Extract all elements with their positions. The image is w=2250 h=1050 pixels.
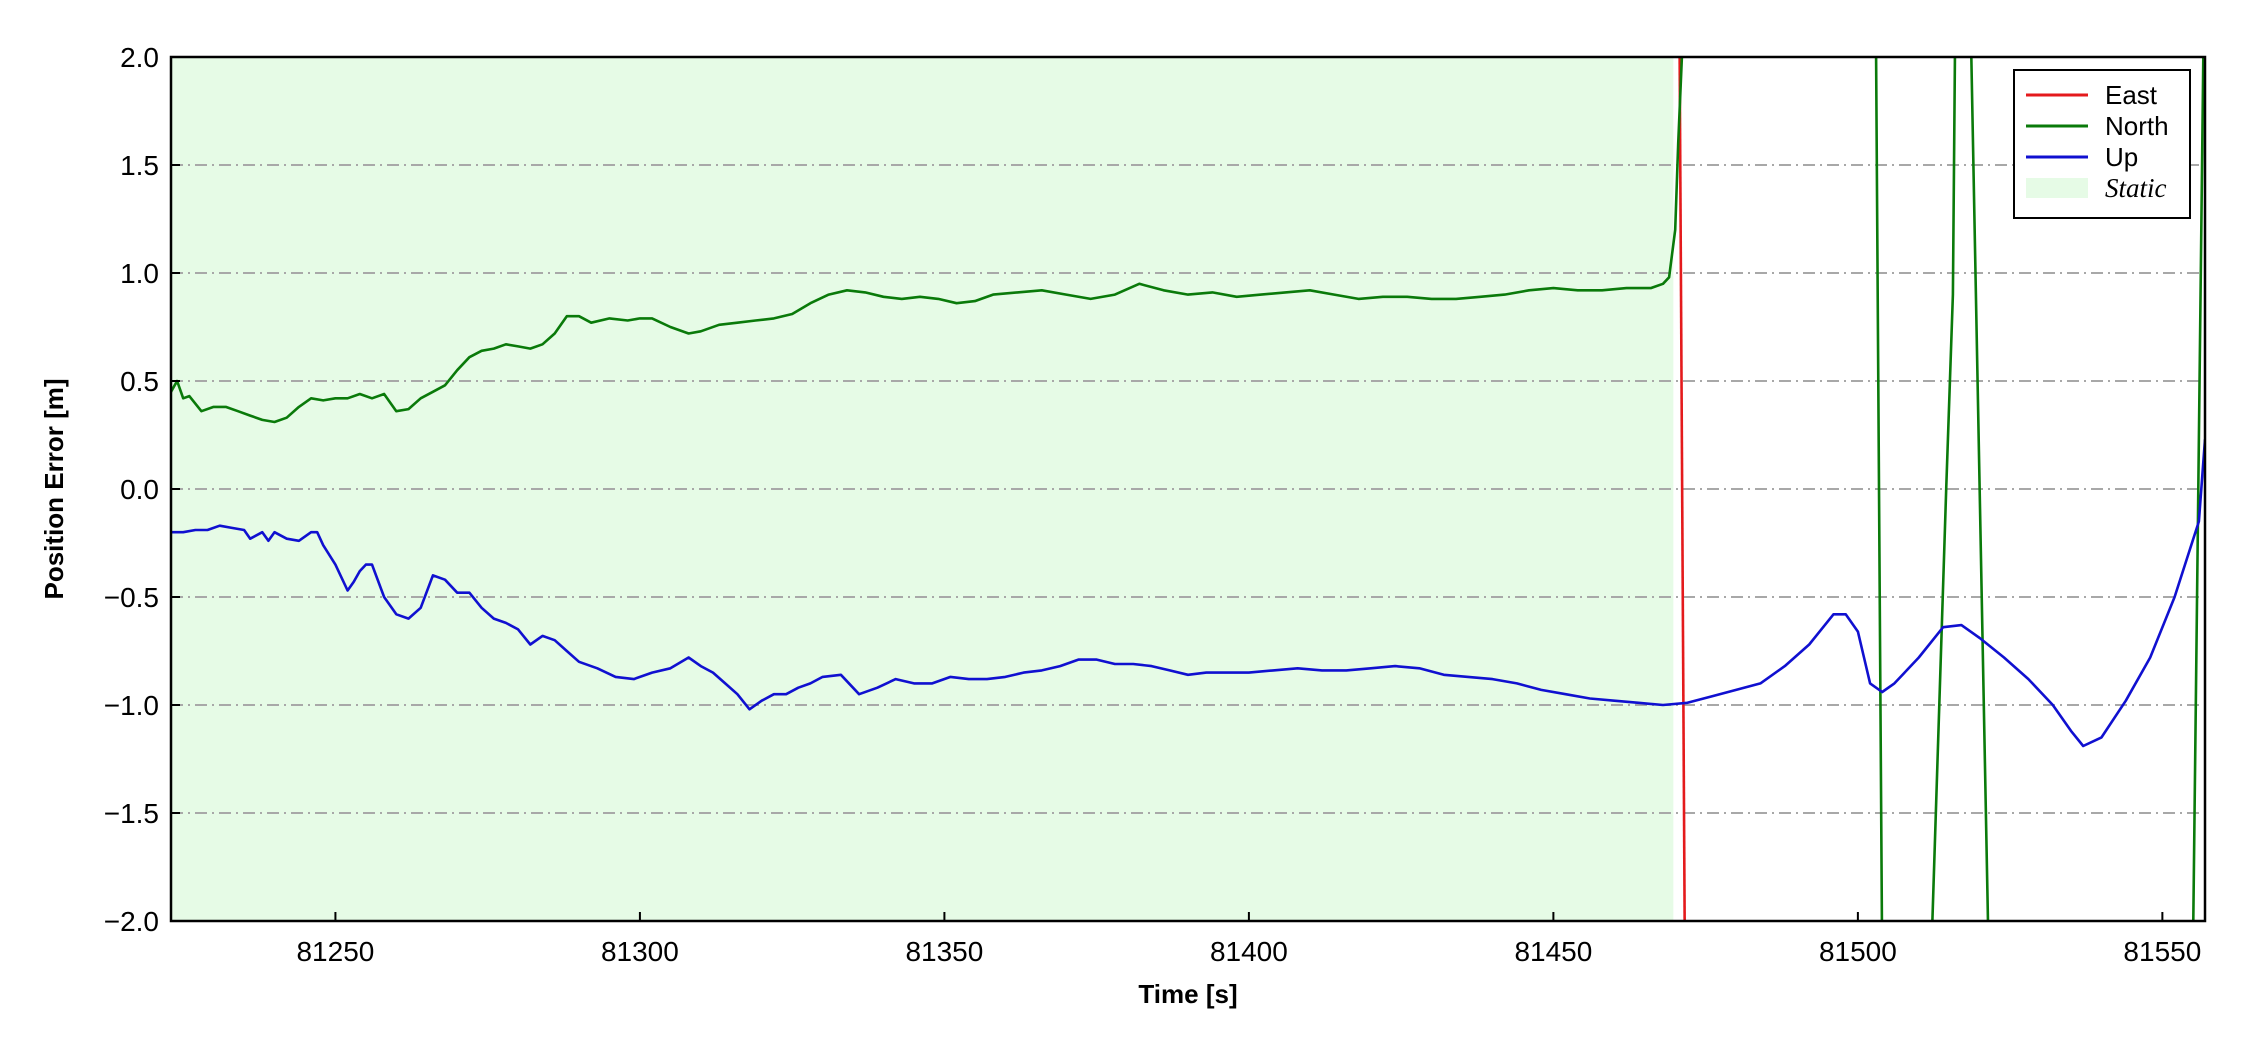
x-tick-label: 81400	[1210, 936, 1288, 967]
legend-label-static: Static	[2105, 173, 2167, 203]
grid-lines	[171, 164, 2205, 814]
series-line-up	[171, 439, 2205, 748]
x-tick-label: 81300	[601, 936, 679, 967]
series-lines	[171, 57, 2205, 921]
y-tick-label: −0.5	[104, 582, 159, 613]
legend-label-up: Up	[2105, 142, 2138, 172]
series-line-north	[171, 57, 2205, 921]
x-tick-label: 81350	[905, 936, 983, 967]
x-tick-label: 81450	[1514, 936, 1592, 967]
x-tick-label: 81550	[2123, 936, 2201, 967]
y-axis-title: Position Error [m]	[39, 378, 69, 599]
series-line-east	[1678, 57, 1686, 921]
x-axis-title: Time [s]	[1138, 979, 1237, 1009]
y-axis-ticks: 2.0 1.5 1.0 0.5 0.0 −0.5 −1.0 −1.5 −2.0	[104, 42, 180, 937]
x-tick-label: 81250	[296, 936, 374, 967]
legend-label-east: East	[2105, 80, 2158, 110]
y-tick-label: −1.0	[104, 690, 159, 721]
y-tick-label: −1.5	[104, 798, 159, 829]
y-tick-label: 2.0	[120, 42, 159, 73]
x-axis-ticks: 81250 81300 81350 81400 81450 81500 81550	[296, 912, 2201, 967]
y-tick-label: 0.0	[120, 474, 159, 505]
x-tick-label: 81500	[1819, 936, 1897, 967]
y-tick-label: 1.5	[120, 150, 159, 181]
legend-swatch-static	[2026, 178, 2088, 198]
y-tick-label: −2.0	[104, 906, 159, 937]
y-tick-label: 1.0	[120, 258, 159, 289]
y-tick-label: 0.5	[120, 366, 159, 397]
legend-label-north: North	[2105, 111, 2169, 141]
